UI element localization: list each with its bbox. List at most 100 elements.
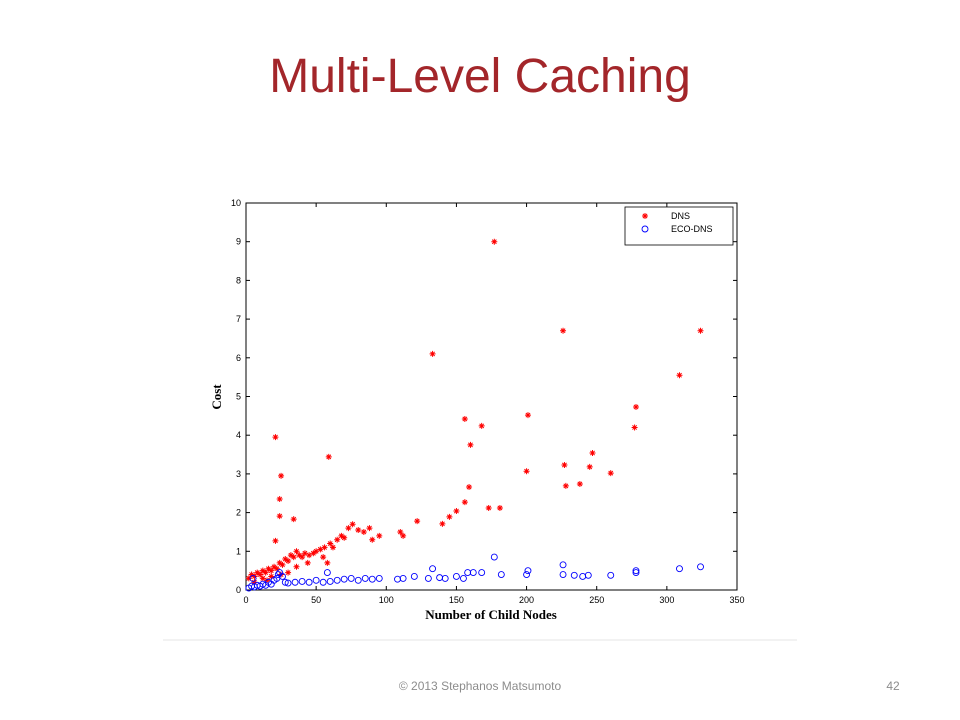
point — [333, 576, 341, 584]
point — [254, 569, 261, 576]
point — [523, 571, 531, 578]
y-tick-label: 9 — [236, 237, 241, 247]
point — [524, 567, 532, 575]
point — [369, 536, 376, 543]
point — [278, 472, 285, 479]
point — [268, 567, 275, 574]
x-tick-label: 350 — [729, 595, 744, 605]
point — [354, 576, 362, 584]
point — [340, 575, 348, 583]
slide-title: Multi-Level Caching — [269, 50, 691, 103]
y-tick-label: 3 — [236, 469, 241, 479]
point — [317, 546, 324, 553]
point — [321, 544, 328, 551]
point — [410, 573, 418, 580]
point — [334, 536, 341, 543]
point — [579, 573, 587, 580]
point — [293, 563, 300, 570]
point — [446, 513, 453, 520]
y-tick-label: 1 — [236, 546, 241, 556]
point — [697, 563, 704, 571]
point — [560, 327, 567, 334]
point — [589, 450, 596, 457]
point — [290, 516, 297, 523]
point — [439, 520, 446, 527]
point — [290, 554, 297, 561]
point — [586, 463, 593, 470]
y-tick-label: 6 — [236, 353, 241, 363]
point — [461, 499, 468, 506]
point — [376, 532, 383, 539]
point — [361, 574, 369, 582]
point — [320, 554, 327, 561]
point — [355, 527, 362, 534]
point — [272, 434, 279, 441]
point — [276, 513, 283, 520]
footer: © 2013 Stephanos Matsumoto — [399, 679, 562, 693]
x-tick-label: 0 — [243, 595, 248, 605]
point — [436, 574, 444, 582]
page-number: 42 — [886, 679, 900, 693]
point — [279, 561, 286, 568]
point — [301, 550, 308, 557]
point — [570, 571, 578, 579]
point — [251, 573, 258, 580]
point — [452, 573, 460, 580]
point — [584, 571, 592, 579]
x-axis-label: Number of Child Nodes — [425, 607, 557, 622]
point — [323, 569, 331, 577]
point — [414, 518, 421, 525]
point — [268, 573, 275, 580]
point — [459, 574, 467, 582]
point — [461, 415, 468, 422]
legend-label: DNS — [671, 211, 690, 221]
legend-marker — [641, 225, 649, 233]
point — [345, 525, 352, 532]
point — [464, 569, 472, 577]
point — [360, 528, 367, 535]
x-tick-label: 200 — [519, 595, 534, 605]
point — [559, 571, 567, 578]
point — [298, 578, 306, 585]
point — [697, 327, 704, 334]
y-tick-label: 5 — [236, 392, 241, 402]
point — [279, 573, 286, 580]
point — [304, 559, 311, 566]
point — [466, 484, 473, 491]
point — [276, 496, 283, 503]
y-tick-label: 8 — [236, 275, 241, 285]
point — [397, 528, 404, 535]
point — [338, 532, 345, 539]
point — [327, 540, 334, 547]
point — [469, 569, 477, 577]
y-tick-label: 10 — [231, 198, 241, 208]
point — [366, 525, 373, 532]
point — [313, 548, 320, 555]
y-tick-label: 0 — [236, 585, 241, 595]
point — [285, 569, 292, 576]
point — [375, 574, 383, 582]
point — [496, 504, 503, 511]
point — [400, 532, 407, 539]
point — [632, 569, 640, 577]
point — [453, 508, 460, 515]
point — [561, 461, 568, 468]
point — [341, 534, 348, 541]
point — [293, 548, 300, 555]
point — [347, 574, 355, 582]
point — [282, 556, 289, 563]
point — [497, 571, 505, 578]
point — [257, 571, 264, 578]
point — [306, 552, 313, 559]
point — [324, 559, 331, 566]
point — [291, 578, 299, 586]
legend-label: ECO-DNS — [671, 224, 713, 234]
point — [245, 575, 252, 582]
point — [485, 504, 492, 511]
y-tick-label: 2 — [236, 508, 241, 518]
point — [467, 441, 474, 448]
point — [394, 575, 401, 583]
point — [368, 575, 376, 583]
point — [312, 576, 320, 584]
